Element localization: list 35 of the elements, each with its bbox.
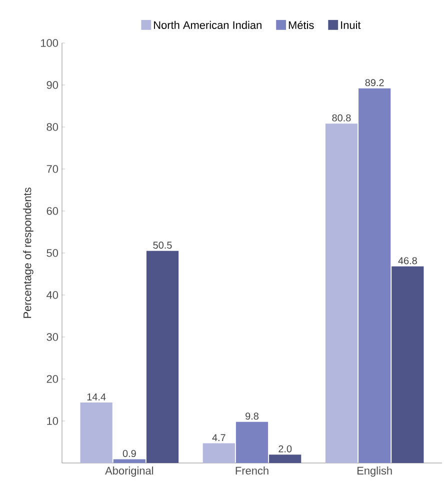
data-label: 2.0 — [278, 445, 292, 452]
x-tick-label: Aboriginal — [105, 466, 154, 477]
data-label: 0.9 — [122, 450, 136, 458]
data-label: 14.4 — [87, 393, 106, 400]
bar — [113, 459, 146, 463]
bar — [392, 266, 424, 463]
data-label: 9.8 — [246, 412, 258, 420]
bar — [202, 443, 235, 463]
y-tick-label: 90 — [46, 81, 58, 89]
y-tick-label: 20 — [46, 375, 58, 383]
y-tick-label: 30 — [46, 333, 58, 341]
y-tick-label: 50 — [46, 249, 58, 257]
data-label: 4.7 — [212, 434, 226, 442]
y-tick-label: 10 — [47, 417, 58, 425]
y-tick-label: 80 — [46, 123, 58, 131]
data-label: 80.8 — [332, 114, 351, 122]
legend-label: North American Indian — [154, 20, 262, 29]
y-tick-label: 40 — [46, 291, 58, 299]
data-label: 46.8 — [398, 257, 417, 264]
data-label: 50.5 — [153, 242, 172, 249]
x-tick-label: English — [358, 466, 392, 477]
bar — [325, 124, 358, 463]
legend-label: Métis — [288, 20, 314, 30]
bar — [269, 454, 302, 463]
x-tick-label: French — [236, 466, 268, 475]
y-tick-label: 100 — [41, 39, 58, 47]
data-label: 89.2 — [365, 79, 384, 86]
bar — [146, 250, 179, 463]
bar — [236, 422, 268, 463]
bar — [358, 88, 391, 463]
y-tick-label: 60 — [46, 207, 58, 215]
y-tick-label: 70 — [46, 165, 58, 173]
bar — [80, 402, 112, 463]
y-axis-title: Percentage of respondents — [23, 188, 34, 318]
legend-label: Inuit — [341, 20, 361, 29]
